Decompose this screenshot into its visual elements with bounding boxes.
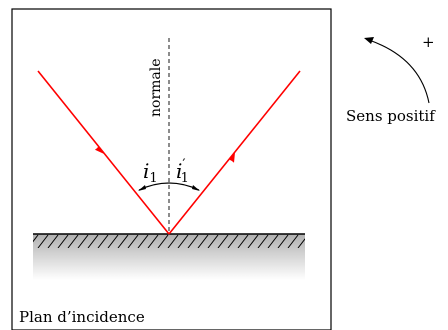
hatch-mark (127, 234, 139, 248)
hatch-mark (47, 234, 59, 248)
hatch-mark (117, 234, 129, 248)
plus-sign: + (422, 33, 435, 51)
angle-arc-arrow-left (138, 185, 146, 191)
hatch-mark (67, 234, 79, 248)
hatch-mark (87, 234, 99, 248)
angle-incident-label: i1 (143, 159, 158, 186)
hatch-mark (227, 234, 239, 248)
angle-arc-arrow-right (192, 185, 200, 191)
hatch-mark (308, 235, 318, 248)
hatch-mark (97, 234, 109, 248)
positive-direction-arrowhead (364, 37, 374, 44)
angle-reflected-label: i′ 1 (176, 157, 189, 186)
hatch-mark (137, 234, 149, 248)
positive-direction-arc (368, 39, 430, 104)
hatch-mark (257, 234, 269, 248)
positive-direction-label: Sens positif (346, 107, 436, 125)
hatch-mark (297, 238, 305, 248)
hatch-mark (77, 234, 89, 248)
reflected-ray-arrow (229, 152, 235, 163)
hatch-mark (217, 234, 229, 248)
hatch-mark (147, 234, 159, 248)
hatch-mark (57, 234, 69, 248)
incidence-plane-frame (11, 8, 332, 330)
hatch-mark (167, 234, 179, 248)
hatch-mark (33, 234, 39, 243)
hatch-mark (157, 234, 169, 248)
hatch-mark (277, 234, 289, 248)
hatch-mark (207, 234, 219, 248)
hatch-mark (177, 234, 189, 248)
hatch-mark (197, 234, 209, 248)
incident-ray-arrow (94, 146, 105, 155)
mirror-shadow (33, 234, 305, 280)
hatch-mark (267, 234, 279, 248)
hatch-mark (37, 234, 49, 248)
incidence-plane-label: Plan d’incidence (19, 308, 145, 326)
hatch-mark (187, 234, 199, 248)
hatch-mark (237, 234, 249, 248)
hatch-mark (107, 234, 119, 248)
normal-label: normale (148, 58, 164, 117)
hatch-mark (287, 234, 299, 248)
hatch-mark (247, 234, 259, 248)
mirror-hatching (33, 234, 318, 248)
